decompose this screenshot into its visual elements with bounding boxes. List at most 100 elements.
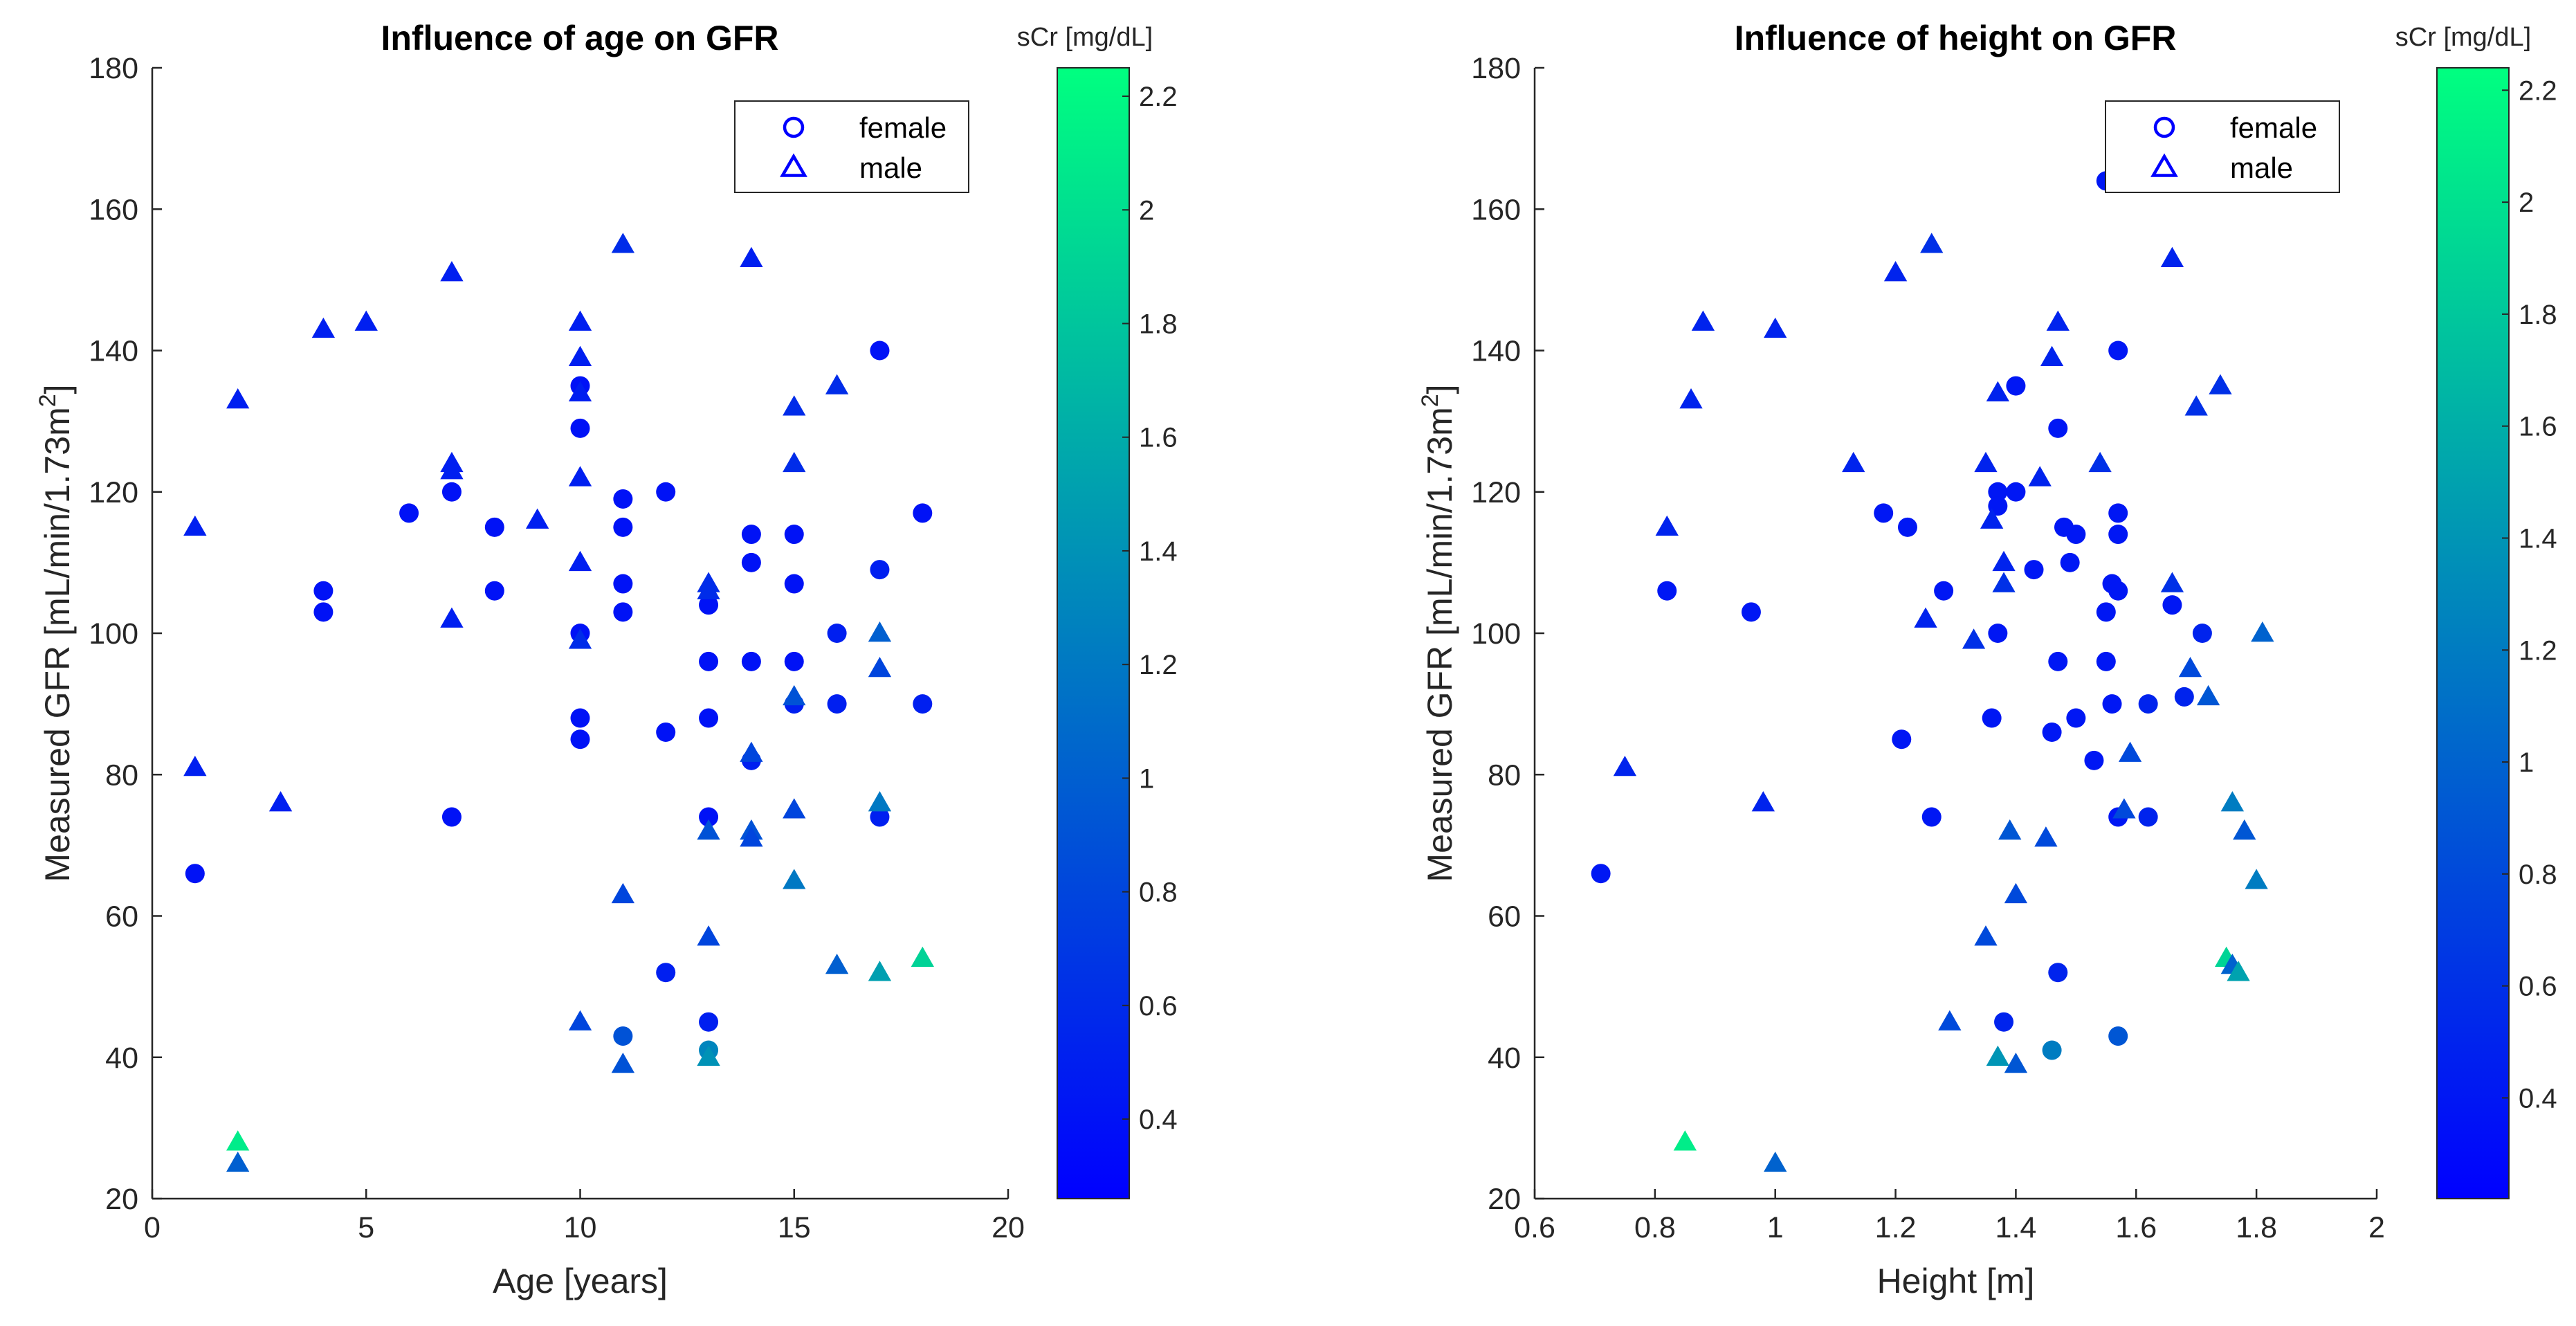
data-point-female bbox=[2006, 482, 2026, 502]
data-point-male bbox=[1842, 451, 1865, 473]
data-point-female bbox=[741, 651, 761, 671]
data-point-female bbox=[2138, 807, 2158, 827]
data-point-male bbox=[1920, 233, 1944, 253]
y-tick-label: 120 bbox=[89, 476, 138, 509]
data-point-male bbox=[868, 657, 892, 678]
data-point-male bbox=[1679, 388, 1703, 409]
data-point-male bbox=[1883, 261, 1908, 282]
x-axis-label: Height [m] bbox=[1877, 1262, 2035, 1300]
data-point-male bbox=[1992, 572, 2016, 592]
colorbar-tick-label: 1.6 bbox=[2519, 412, 2557, 442]
data-point-male bbox=[1992, 550, 2016, 572]
data-point-female bbox=[2108, 1026, 2128, 1046]
colorbar-tick-label: 1.4 bbox=[2519, 523, 2557, 554]
data-point-male bbox=[783, 684, 806, 706]
data-point-male bbox=[2184, 395, 2208, 416]
legend-label-female: female bbox=[859, 111, 947, 144]
data-point-female bbox=[2096, 651, 2116, 671]
data-point-female bbox=[2102, 694, 2122, 714]
legend-label-male: male bbox=[859, 152, 922, 184]
data-point-female bbox=[1874, 503, 1894, 523]
y-axis-label: Measured GFR [mL/min/1.73m2] bbox=[35, 384, 77, 882]
data-point-female bbox=[570, 708, 590, 728]
data-point-female bbox=[827, 694, 847, 714]
data-point-female bbox=[1897, 517, 1917, 537]
colorbar-tick-label: 0.6 bbox=[2519, 972, 2557, 1002]
data-point-male bbox=[1974, 451, 1998, 473]
legend-marker-female bbox=[783, 116, 805, 138]
data-point-female bbox=[699, 807, 719, 827]
colorbar-tick-label: 2.2 bbox=[1139, 82, 1178, 112]
data-point-female bbox=[656, 722, 676, 742]
colorbar-tick-label: 1.8 bbox=[2519, 300, 2557, 330]
data-point-male bbox=[1998, 819, 2022, 840]
data-point-male bbox=[611, 882, 635, 904]
data-point-female bbox=[1934, 581, 1954, 601]
y-tick-label: 140 bbox=[1471, 335, 1521, 368]
data-point-male bbox=[868, 791, 892, 812]
data-point-female bbox=[2096, 602, 2116, 622]
data-point-female bbox=[570, 418, 590, 438]
data-point-male bbox=[783, 451, 806, 473]
data-point-female bbox=[484, 517, 504, 537]
y-tick-label: 40 bbox=[105, 1042, 138, 1075]
y-tick-label: 180 bbox=[89, 52, 138, 85]
data-point-female bbox=[570, 729, 590, 750]
series-male bbox=[183, 233, 934, 1172]
data-point-male bbox=[568, 628, 592, 649]
data-point-female bbox=[2108, 340, 2128, 361]
data-point-female bbox=[870, 807, 890, 827]
data-point-male bbox=[783, 395, 806, 416]
data-point-female bbox=[913, 694, 933, 714]
data-point-male bbox=[740, 826, 763, 847]
x-tick-label: 1 bbox=[1767, 1211, 1784, 1244]
data-point-male bbox=[2004, 1052, 2028, 1073]
chart-title: Influence of height on GFR bbox=[1735, 19, 2177, 57]
data-point-female bbox=[2042, 1040, 2062, 1060]
data-point-female bbox=[2024, 560, 2044, 580]
data-point-male bbox=[2118, 741, 2142, 762]
colorbar-tick-label: 1.2 bbox=[2519, 635, 2557, 666]
data-point-male bbox=[1613, 756, 1637, 776]
x-tick-label: 1.8 bbox=[2236, 1211, 2277, 1244]
data-point-male bbox=[697, 579, 720, 599]
data-point-female bbox=[2042, 722, 2062, 742]
data-point-male bbox=[568, 345, 592, 366]
data-point-female bbox=[784, 525, 804, 545]
data-point-female bbox=[2108, 503, 2128, 523]
data-point-male bbox=[440, 459, 464, 480]
data-point-female bbox=[2174, 687, 2194, 707]
y-tick-label: 80 bbox=[1488, 759, 1521, 792]
data-point-male bbox=[440, 607, 464, 628]
data-point-male bbox=[1986, 381, 2010, 402]
data-point-female bbox=[2066, 708, 2086, 728]
data-point-female bbox=[441, 807, 462, 827]
x-tick-label: 0.8 bbox=[1634, 1211, 1676, 1244]
colorbar-tick-label: 2 bbox=[2519, 188, 2534, 218]
colorbar bbox=[2436, 67, 2510, 1199]
data-point-male bbox=[2088, 451, 2112, 473]
data-point-female bbox=[613, 574, 633, 594]
data-point-female bbox=[2138, 694, 2158, 714]
data-point-male bbox=[611, 1052, 635, 1073]
x-tick-label: 2 bbox=[2368, 1211, 2385, 1244]
legend-box bbox=[734, 100, 969, 193]
y-tick-label: 160 bbox=[89, 193, 138, 226]
x-axis-label: Age [years] bbox=[493, 1262, 668, 1300]
data-point-female bbox=[699, 1012, 719, 1032]
series-female bbox=[1591, 171, 2212, 1060]
legend: female male bbox=[734, 100, 969, 193]
data-point-male bbox=[825, 953, 849, 974]
data-point-male bbox=[440, 261, 464, 282]
data-point-female bbox=[484, 581, 504, 601]
data-point-male bbox=[1655, 515, 1679, 536]
legend-marker-male bbox=[780, 153, 807, 177]
data-point-male bbox=[868, 621, 892, 642]
y-tick-label: 80 bbox=[105, 759, 138, 792]
data-point-female bbox=[2108, 581, 2128, 601]
data-point-female bbox=[741, 525, 761, 545]
data-point-female bbox=[613, 602, 633, 622]
colorbar-tick-label: 0.6 bbox=[1139, 991, 1178, 1021]
data-point-male bbox=[226, 388, 250, 409]
